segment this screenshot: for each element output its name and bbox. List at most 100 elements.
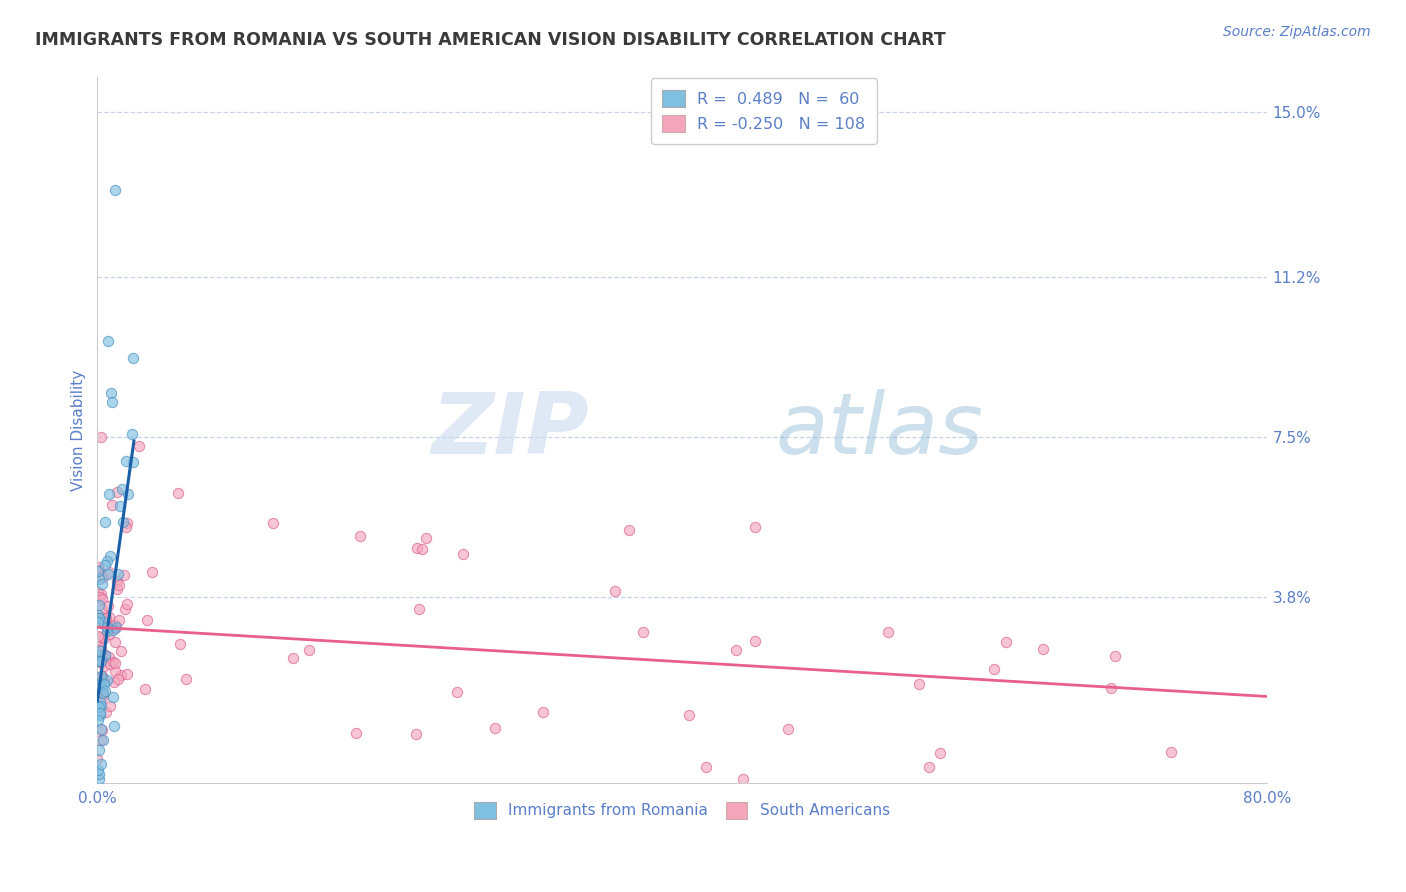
Point (1099, 681, 1122, 696)
Text: ZIP: ZIP (430, 389, 589, 472)
Text: Source: ZipAtlas.com: Source: ZipAtlas.com (1223, 25, 1371, 39)
Point (87, 653, 110, 667)
Point (134, 682, 156, 697)
Point (141, 565, 163, 579)
Point (93, 659, 115, 673)
Point (97, 334, 120, 349)
Point (96, 705, 118, 719)
Point (115, 516, 138, 530)
Point (94, 648, 117, 662)
Point (617, 524, 640, 538)
Point (122, 351, 145, 366)
Point (104, 664, 127, 678)
Point (110, 644, 132, 658)
Point (90, 648, 112, 663)
Point (96, 822, 118, 837)
Point (91, 610, 114, 624)
Point (96, 620, 118, 634)
Point (101, 656, 124, 670)
Point (98, 549, 121, 563)
Point (115, 666, 138, 681)
Point (96, 611, 118, 625)
Point (112, 568, 135, 582)
Point (983, 662, 1005, 676)
Point (87, 742, 110, 756)
Point (87, 573, 110, 587)
Point (298, 643, 321, 657)
Point (89, 648, 111, 663)
Point (122, 455, 145, 469)
Point (93, 615, 115, 629)
Point (87, 672, 110, 686)
Point (87, 763, 110, 777)
Point (96, 673, 118, 687)
Point (97, 567, 120, 582)
Point (344, 726, 367, 740)
Point (86, 607, 108, 622)
Point (90, 679, 112, 693)
Point (100, 498, 122, 512)
Point (89, 708, 111, 723)
Point (107, 672, 129, 686)
Point (87, 564, 110, 578)
Point (93, 672, 115, 686)
Point (94, 684, 117, 698)
Point (96, 620, 118, 634)
Point (695, 760, 717, 774)
Point (115, 597, 138, 611)
Point (97, 622, 120, 636)
Point (93, 515, 115, 529)
Point (90, 654, 112, 668)
Point (91, 576, 114, 591)
Point (104, 183, 127, 197)
Point (89, 598, 111, 612)
Point (93, 677, 115, 691)
Point (94, 614, 117, 628)
Point (93, 631, 115, 645)
Point (107, 567, 129, 582)
Point (98, 698, 121, 713)
Point (91, 686, 114, 700)
Point (91, 732, 114, 747)
Point (98, 650, 121, 665)
Point (114, 520, 136, 534)
Point (89, 696, 111, 710)
Legend: Immigrants from Romania, South Americans: Immigrants from Romania, South Americans (468, 796, 896, 825)
Point (89, 644, 111, 658)
Point (101, 624, 124, 638)
Point (908, 677, 931, 691)
Point (281, 651, 304, 665)
Point (87, 713, 110, 727)
Point (101, 395, 124, 409)
Point (724, 643, 747, 657)
Point (117, 487, 139, 501)
Text: IMMIGRANTS FROM ROMANIA VS SOUTH AMERICAN VISION DISABILITY CORRELATION CHART: IMMIGRANTS FROM ROMANIA VS SOUTH AMERICA… (35, 31, 946, 49)
Point (98, 627, 121, 641)
Point (415, 531, 437, 545)
Point (262, 516, 284, 531)
Point (86, 643, 108, 657)
Point (87, 585, 110, 599)
Point (531, 705, 554, 719)
Point (408, 601, 430, 615)
Point (411, 541, 433, 556)
Point (87, 562, 110, 576)
Point (100, 657, 122, 671)
Point (89, 699, 111, 714)
Point (91, 686, 114, 700)
Point (678, 707, 700, 722)
Point (94, 648, 117, 662)
Point (90, 669, 112, 683)
Point (128, 439, 150, 453)
Point (446, 685, 468, 699)
Point (89, 643, 111, 657)
Point (166, 486, 188, 500)
Point (87, 630, 110, 644)
Point (104, 656, 127, 670)
Point (91, 672, 114, 686)
Point (87, 793, 110, 807)
Point (89, 630, 111, 644)
Point (98, 487, 121, 501)
Point (744, 634, 766, 648)
Point (98, 565, 121, 579)
